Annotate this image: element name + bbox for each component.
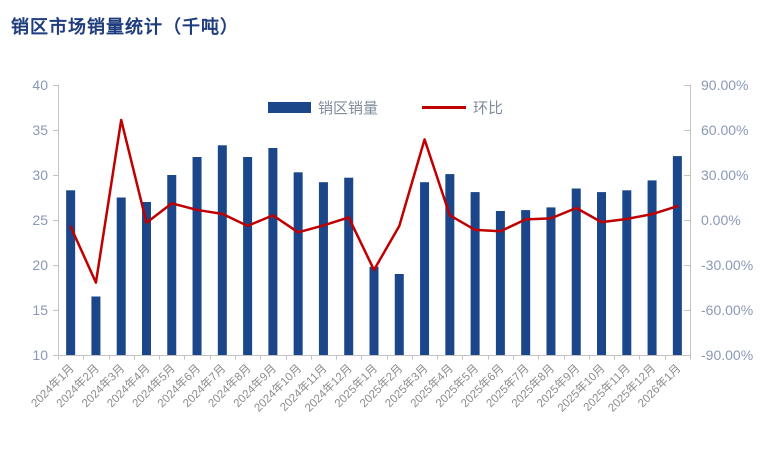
right-tick-label: -60.00%: [701, 302, 753, 318]
bar: [597, 192, 607, 355]
chart-title: 销区市场销量统计（千吨）: [11, 17, 239, 37]
bar: [647, 180, 657, 355]
bar: [571, 188, 581, 355]
bar: [66, 190, 76, 355]
right-tick-label: 90.00%: [701, 77, 748, 93]
bar: [546, 207, 556, 355]
bar: [116, 197, 126, 355]
bar: [495, 211, 505, 355]
right-axis-tick-labels: 90.00% 60.00% 30.00% 0.00% -30.00% -60.00% -90…: [701, 77, 753, 363]
x-axis-tick-labels: 2024年1月2024年2月2024年3月2024年4月2024年5月2024年…: [28, 361, 683, 414]
bar: [293, 172, 303, 355]
line-swatch-icon: [422, 106, 467, 109]
mom-change-line: [69, 118, 679, 284]
bar: [622, 190, 632, 355]
bar: [318, 182, 328, 355]
right-tick-label: 60.00%: [701, 122, 748, 138]
bar: [394, 274, 404, 355]
bar: [167, 175, 177, 355]
bar: [420, 182, 430, 355]
bar: [369, 266, 379, 355]
axes: [53, 85, 691, 360]
left-tick-label: 35: [32, 122, 48, 138]
bar: [217, 145, 227, 355]
left-tick-label: 30: [32, 167, 48, 183]
right-tick-label: 0.00%: [701, 212, 741, 228]
left-tick-label: 40: [32, 77, 48, 93]
bar: [344, 177, 354, 355]
bar: [268, 148, 278, 355]
left-tick-label: 10: [32, 347, 48, 363]
bar: [672, 156, 682, 355]
left-tick-label: 25: [32, 212, 48, 228]
left-tick-label: 20: [32, 257, 48, 273]
bar: [445, 174, 455, 355]
chart-legend: 销区销量 环比: [268, 97, 503, 118]
right-tick-label: -90.00%: [701, 347, 753, 363]
bar: [192, 157, 202, 355]
bar-swatch-icon: [268, 102, 311, 113]
legend-bar-label: 销区销量: [318, 100, 379, 117]
legend-item-bar-series: 销区销量: [268, 97, 378, 118]
legend-line-label: 环比: [473, 100, 504, 117]
right-tick-label: -30.00%: [701, 257, 753, 273]
bar: [243, 157, 253, 355]
bar: [470, 192, 480, 355]
bar: [141, 202, 151, 355]
bar-series: [66, 145, 682, 355]
left-axis-tick-labels: 40 35 30 25 20 15 10: [32, 77, 48, 363]
legend-item-line-series: 环比: [422, 97, 503, 118]
right-tick-label: 30.00%: [701, 167, 748, 183]
bar: [521, 210, 531, 355]
left-tick-label: 15: [32, 302, 48, 318]
bar: [91, 296, 101, 355]
